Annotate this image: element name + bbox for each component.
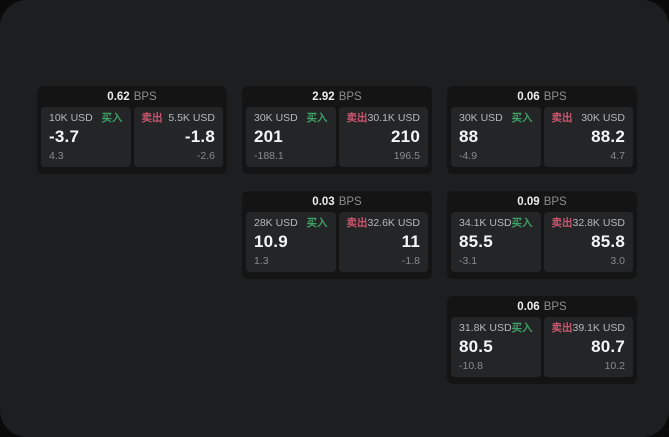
sell-price: 88.2 (591, 127, 625, 146)
buy-side-label: 买入 (101, 112, 123, 124)
sell-price: 11 (401, 232, 420, 251)
buy-price: 80.5 (459, 337, 493, 356)
buy-panel[interactable]: 10K USD 买入 -3.7 4.3 (41, 107, 131, 167)
buy-panel[interactable]: 31.8K USD 买入 80.5 -10.8 (451, 317, 541, 377)
sell-change: -2.6 (196, 150, 215, 162)
sell-side-label: 卖出 (551, 217, 573, 229)
quote-panels: 10K USD 买入 -3.7 4.3 卖出 5.5K USD -1.8 -2.… (41, 107, 223, 167)
bps-value: 0.09 (517, 195, 540, 208)
sell-change: 10.2 (604, 360, 625, 372)
bps-value: 0.06 (517, 300, 540, 313)
card-header: 0.06 BPS (451, 296, 633, 317)
quote-panels: 34.1K USD 买入 85.5 -3.1 卖出 32.8K USD 85.8… (451, 212, 633, 272)
sell-amount: 5.5K USD (168, 112, 215, 124)
sell-change: 196.5 (393, 150, 420, 162)
buy-amount: 34.1K USD (459, 217, 512, 229)
buy-change: -3.1 (459, 255, 478, 267)
sell-change: -1.8 (401, 255, 420, 267)
sell-amount: 39.1K USD (572, 322, 626, 334)
buy-side-label: 买入 (306, 217, 328, 229)
bps-value: 0.03 (312, 195, 335, 208)
bps-value: 0.06 (517, 90, 540, 103)
buy-change: 4.3 (49, 150, 64, 162)
sell-change: 4.7 (610, 150, 625, 162)
buy-amount: 10K USD (49, 112, 93, 124)
quote-card-6: 0.06 BPS 31.8K USD 买入 80.5 -10.8 卖出 39.1… (447, 296, 637, 384)
buy-amount: 30K USD (459, 112, 503, 124)
buy-price: -3.7 (49, 127, 80, 146)
quote-panels: 30K USD 买入 201 -188.1 卖出 30.1K USD 210 1… (246, 107, 428, 167)
bps-unit-label: BPS (133, 90, 157, 103)
bps-value: 0.62 (107, 90, 130, 103)
sell-panel[interactable]: 卖出 30K USD 88.2 4.7 (543, 107, 633, 167)
buy-panel[interactable]: 30K USD 买入 201 -188.1 (246, 107, 336, 167)
quote-card-1: 0.62 BPS 10K USD 买入 -3.7 4.3 卖出 5.5K USD… (37, 86, 227, 174)
quote-panels: 30K USD 买入 88 -4.9 卖出 30K USD 88.2 4.7 (451, 107, 633, 167)
bps-value: 2.92 (312, 90, 335, 103)
sell-change: 3.0 (610, 255, 625, 267)
card-header: 0.09 BPS (451, 191, 633, 212)
buy-change: -10.8 (459, 360, 483, 372)
sell-panel[interactable]: 卖出 39.1K USD 80.7 10.2 (543, 317, 633, 377)
buy-side-label: 买入 (511, 217, 533, 229)
quote-card-4: 0.03 BPS 28K USD 买入 10.9 1.3 卖出 32.6K US… (242, 191, 432, 279)
sell-price: -1.8 (184, 127, 215, 146)
buy-panel[interactable]: 30K USD 买入 88 -4.9 (451, 107, 541, 167)
buy-amount: 31.8K USD (459, 322, 512, 334)
buy-panel[interactable]: 34.1K USD 买入 85.5 -3.1 (451, 212, 541, 272)
sell-side-label: 卖出 (551, 112, 573, 124)
bps-unit-label: BPS (338, 195, 362, 208)
sell-amount: 32.6K USD (367, 217, 421, 229)
sell-amount: 30K USD (581, 112, 625, 124)
buy-side-label: 买入 (511, 112, 533, 124)
sell-panel[interactable]: 卖出 32.6K USD 11 -1.8 (338, 212, 428, 272)
quote-card-2: 2.92 BPS 30K USD 买入 201 -188.1 卖出 30.1K … (242, 86, 432, 174)
buy-price: 10.9 (254, 232, 288, 251)
sell-price: 85.8 (591, 232, 625, 251)
card-header: 0.06 BPS (451, 86, 633, 107)
buy-price: 201 (254, 127, 283, 146)
sell-price: 80.7 (591, 337, 625, 356)
quote-card-3: 0.06 BPS 30K USD 买入 88 -4.9 卖出 30K USD 8… (447, 86, 637, 174)
buy-price: 85.5 (459, 232, 493, 251)
card-header: 0.62 BPS (41, 86, 223, 107)
sell-side-label: 卖出 (141, 112, 163, 124)
buy-change: -188.1 (254, 150, 284, 162)
quote-card-5: 0.09 BPS 34.1K USD 买入 85.5 -3.1 卖出 32.8K… (447, 191, 637, 279)
buy-panel[interactable]: 28K USD 买入 10.9 1.3 (246, 212, 336, 272)
buy-price: 88 (459, 127, 479, 146)
sell-side-label: 卖出 (346, 217, 368, 229)
quote-panels: 31.8K USD 买入 80.5 -10.8 卖出 39.1K USD 80.… (451, 317, 633, 377)
sell-side-label: 卖出 (551, 322, 573, 334)
sell-panel[interactable]: 卖出 30.1K USD 210 196.5 (338, 107, 428, 167)
buy-amount: 30K USD (254, 112, 298, 124)
card-header: 2.92 BPS (246, 86, 428, 107)
sell-panel[interactable]: 卖出 5.5K USD -1.8 -2.6 (133, 107, 223, 167)
sell-amount: 32.8K USD (572, 217, 626, 229)
bps-unit-label: BPS (338, 90, 362, 103)
card-header: 0.03 BPS (246, 191, 428, 212)
buy-change: 1.3 (254, 255, 269, 267)
buy-change: -4.9 (459, 150, 478, 162)
sell-price: 210 (391, 127, 420, 146)
buy-side-label: 买入 (511, 322, 533, 334)
bps-unit-label: BPS (543, 300, 567, 313)
sell-panel[interactable]: 卖出 32.8K USD 85.8 3.0 (543, 212, 633, 272)
bps-unit-label: BPS (543, 195, 567, 208)
sell-amount: 30.1K USD (367, 112, 421, 124)
buy-amount: 28K USD (254, 217, 298, 229)
quote-panels: 28K USD 买入 10.9 1.3 卖出 32.6K USD 11 -1.8 (246, 212, 428, 272)
buy-side-label: 买入 (306, 112, 328, 124)
sell-side-label: 卖出 (346, 112, 368, 124)
bps-unit-label: BPS (543, 90, 567, 103)
